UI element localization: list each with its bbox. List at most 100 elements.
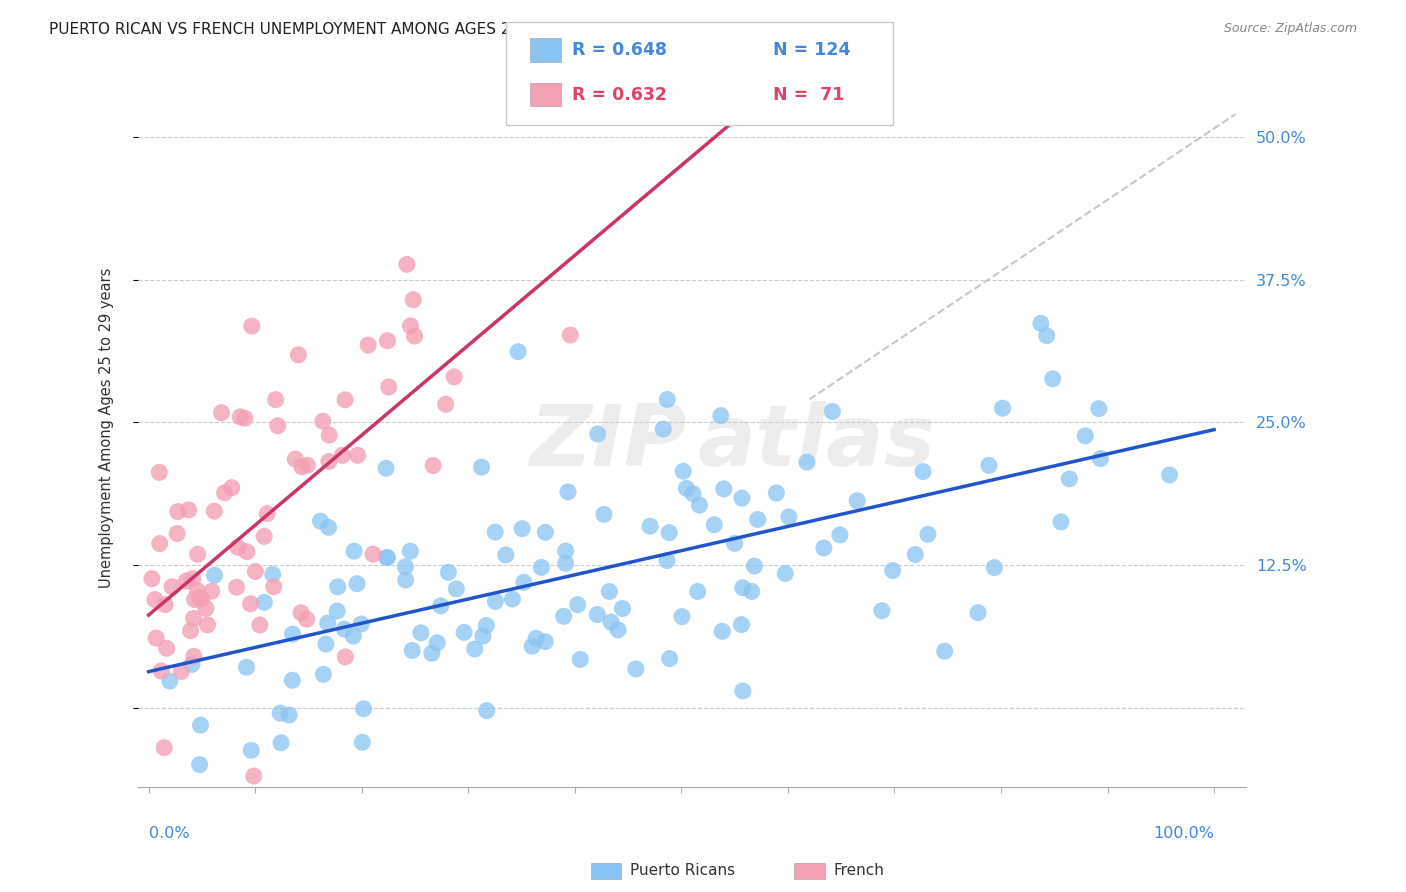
Point [730,617,752,632]
Point [330,448,353,462]
Point [1074,429,1097,443]
Point [586,426,609,441]
Point [377,380,399,394]
Point [983,560,1005,574]
Point [395,257,418,271]
Point [710,409,733,423]
Point [657,392,679,407]
Point [495,548,517,562]
Point [183,592,205,607]
Point [270,736,292,750]
Point [446,582,468,596]
Point [711,624,734,639]
Point [145,631,167,645]
Point [399,318,422,333]
Point [240,319,263,334]
Point [242,769,264,783]
Point [553,609,575,624]
Point [688,498,710,512]
Point [586,607,609,622]
Point [672,464,695,478]
Point [912,465,935,479]
Text: R = 0.632: R = 0.632 [572,86,668,103]
Point [513,575,536,590]
Point [201,584,224,599]
Point [186,583,208,598]
Point [240,743,263,757]
Point [281,673,304,688]
Point [214,485,236,500]
Point [744,559,766,574]
Point [569,652,592,666]
Point [1050,515,1073,529]
Point [295,612,318,626]
Point [828,528,851,542]
Point [166,505,188,519]
Point [181,657,204,672]
Point [1042,372,1064,386]
Text: Source: ZipAtlas.com: Source: ZipAtlas.com [1223,22,1357,36]
Point [149,536,172,550]
Point [315,637,337,651]
Point [377,334,399,348]
Point [183,611,205,625]
Point [1029,316,1052,330]
Point [453,625,475,640]
Point [229,409,252,424]
Point [153,740,176,755]
Text: N =  71: N = 71 [773,86,845,103]
Point [318,520,340,534]
Point [747,512,769,526]
Point [675,481,697,495]
Point [430,599,453,613]
Text: atlas: atlas [697,401,935,483]
Point [187,547,209,561]
Point [813,541,835,555]
Point [263,580,285,594]
Point [333,392,356,407]
Y-axis label: Unemployment Among Ages 25 to 29 years: Unemployment Among Ages 25 to 29 years [100,268,114,588]
Point [713,482,735,496]
Point [471,460,494,475]
Point [202,504,225,518]
Point [253,595,276,609]
Point [420,646,443,660]
Point [226,541,249,555]
Point [180,624,202,638]
Point [731,491,754,505]
Point [443,369,465,384]
Point [471,629,494,643]
Point [1088,401,1111,416]
Point [882,564,904,578]
Point [671,609,693,624]
Point [375,550,398,565]
Point [253,529,276,543]
Point [176,574,198,588]
Point [1159,467,1181,482]
Text: 0.0%: 0.0% [149,826,190,841]
Point [290,606,312,620]
Point [352,735,374,749]
Point [342,629,364,643]
Point [607,623,630,637]
Point [484,525,506,540]
Point [159,673,181,688]
Point [141,572,163,586]
Point [335,649,357,664]
Point [221,481,243,495]
Point [401,643,423,657]
Point [309,514,332,528]
Point [402,293,425,307]
Point [278,708,301,723]
Point [612,601,634,615]
Point [318,428,340,442]
Point [510,522,533,536]
Point [534,525,557,540]
Point [821,404,844,418]
Point [796,455,818,469]
Point [560,328,582,343]
Point [991,401,1014,416]
Point [977,458,1000,473]
Point [267,418,290,433]
Text: R = 0.648: R = 0.648 [572,41,668,59]
